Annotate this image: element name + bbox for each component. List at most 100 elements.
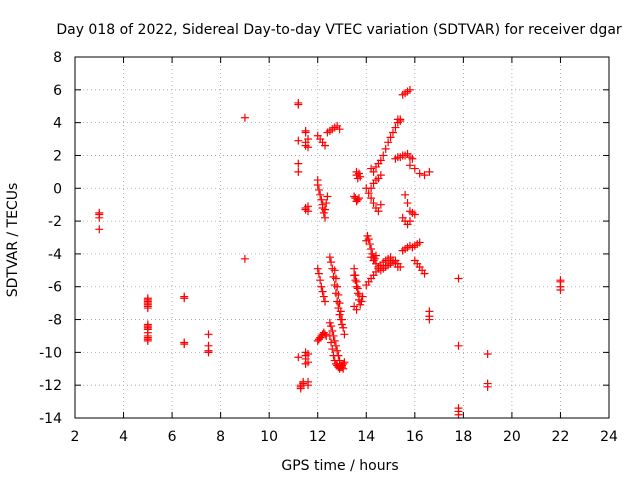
data-point [339,323,348,332]
data-point [335,299,344,308]
data-point [454,410,463,419]
x-tick-label: 24 [600,429,618,445]
data-point [357,297,366,306]
data-point [556,286,565,295]
data-point [327,338,336,347]
data-point [318,287,327,296]
data-point [330,356,339,365]
data-point [334,290,343,299]
data-point [454,341,463,350]
x-tick-label: 12 [309,429,327,445]
data-point [339,359,348,368]
data-point [408,154,417,163]
data-point [354,169,363,178]
y-tick-label: 0 [53,181,62,197]
data-point [405,217,414,226]
data-point [322,199,331,208]
data-point [374,207,383,216]
data-point [340,358,349,367]
data-point [304,377,313,386]
data-point [180,340,189,349]
data-point [304,207,313,216]
data-point [327,258,336,267]
data-point [330,266,339,275]
x-axis-label: GPS time / hours [281,458,398,474]
y-axis-label: SDTVAR / TECUs [5,183,21,298]
data-point [356,172,365,181]
data-point [180,294,189,303]
y-tick-label: -12 [39,378,62,394]
data-point [403,199,412,208]
data-point [143,333,152,342]
data-point [425,167,434,176]
data-point [314,185,323,194]
data-point [321,205,330,214]
data-point [354,194,363,203]
data-point [304,358,313,367]
data-point [240,113,249,122]
data-point [330,336,339,345]
data-point [381,144,390,153]
data-point [328,345,337,354]
data-point [401,190,410,199]
data-point [327,322,336,331]
data-point [363,231,372,240]
data-point [325,318,334,327]
data-point [321,330,330,339]
x-tick-label: 10 [260,429,278,445]
data-point [335,125,344,134]
data-point [384,138,393,147]
data-point [388,128,397,137]
x-tick-label: 22 [552,429,570,445]
data-point [336,307,345,316]
data-point [313,180,322,189]
data-point [405,161,414,170]
data-point [316,276,325,285]
data-point [369,199,378,208]
data-point [204,330,213,339]
y-tick-label: -4 [48,247,62,263]
x-tick-label: 4 [119,429,128,445]
data-point [352,277,361,286]
data-point [353,195,362,204]
data-point [328,327,337,336]
data-point [391,123,400,132]
y-tick-label: 6 [53,83,62,99]
data-point [316,190,325,199]
data-point [454,274,463,283]
data-point [321,297,330,306]
data-point [294,353,303,362]
y-tick-label: -6 [48,280,62,296]
data-point [95,208,104,217]
data-point [331,341,340,350]
data-point [353,284,362,293]
data-point [143,294,152,303]
data-point [369,167,378,176]
data-point [333,282,342,291]
data-point [405,85,414,94]
data-point [350,192,359,201]
data-point [325,253,334,262]
data-point [420,269,429,278]
data-point [204,348,213,357]
data-point [367,184,376,193]
data-point [354,290,363,299]
data-point [304,143,313,152]
data-point [396,116,405,125]
x-tick-label: 20 [503,429,521,445]
data-point [340,330,349,339]
data-point [313,264,322,273]
data-point [314,269,323,278]
data-point [356,300,365,309]
data-point [294,136,303,145]
data-point [333,346,342,355]
data-point [386,133,395,142]
data-point [358,292,367,301]
data-point [415,169,424,178]
data-point [304,135,313,144]
data-point [415,238,424,247]
data-point [319,292,328,301]
data-point [240,254,249,263]
data-point [368,249,377,258]
